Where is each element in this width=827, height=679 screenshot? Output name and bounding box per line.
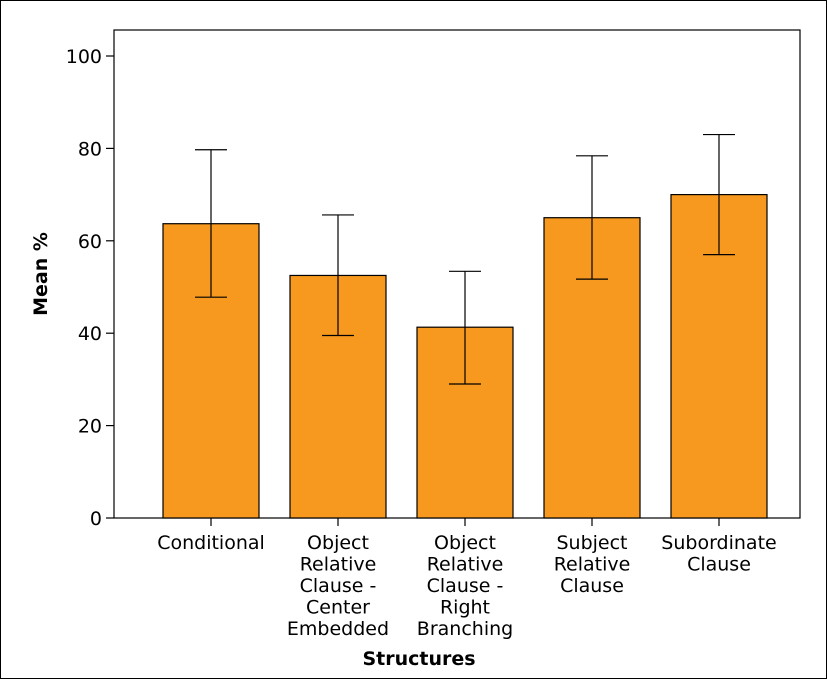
y-tick-label: 100 bbox=[66, 46, 102, 68]
x-tick-label: Object Relative Clause -Center Embedded bbox=[287, 532, 389, 640]
x-tick-label: Object Relative Clause -Right Branching bbox=[417, 532, 513, 640]
y-tick-label: 40 bbox=[78, 323, 102, 345]
x-tick-label: Subordinate Clause bbox=[661, 532, 776, 576]
y-tick-label: 20 bbox=[78, 416, 102, 438]
x-tick-label: Conditional bbox=[157, 532, 265, 554]
x-tick-label: Subject Relative Clause bbox=[554, 532, 631, 597]
y-tick-label: 60 bbox=[78, 231, 102, 253]
x-axis-title: Structures bbox=[362, 648, 475, 670]
y-axis-title: Mean % bbox=[30, 232, 52, 316]
y-tick-label: 80 bbox=[78, 138, 102, 160]
y-tick-label: 0 bbox=[90, 508, 102, 530]
